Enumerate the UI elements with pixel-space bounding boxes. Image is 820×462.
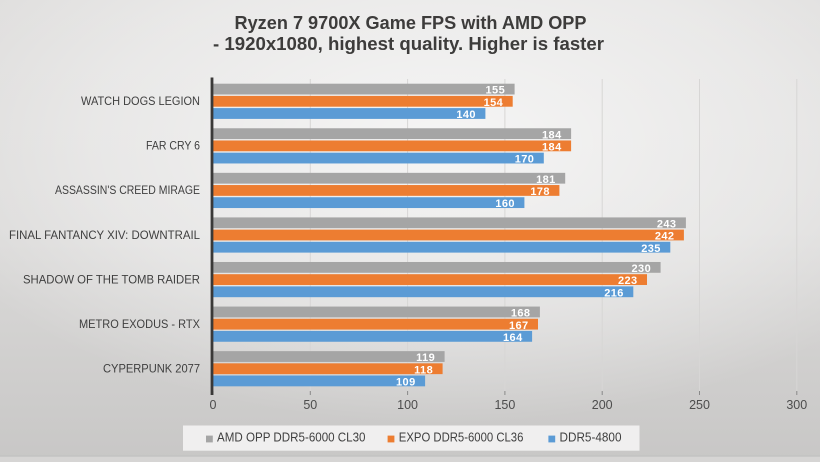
- svg-text:100: 100: [397, 398, 418, 412]
- svg-text:178: 178: [530, 186, 550, 198]
- svg-text:184: 184: [542, 129, 562, 141]
- svg-text:170: 170: [515, 154, 535, 166]
- svg-text:119: 119: [416, 352, 435, 364]
- svg-text:EXPO DDR5-6000 CL36: EXPO DDR5-6000 CL36: [399, 429, 524, 444]
- svg-text:243: 243: [657, 218, 677, 230]
- svg-text:Ryzen 7 9700X Game FPS with AM: Ryzen 7 9700X Game FPS with AMD OPP: [235, 12, 587, 33]
- svg-text:METRO EXODUS - RTX: METRO EXODUS - RTX: [79, 317, 200, 331]
- svg-text:181: 181: [536, 174, 556, 186]
- svg-text:184: 184: [542, 141, 562, 153]
- svg-text:167: 167: [509, 320, 529, 332]
- svg-text:118: 118: [414, 364, 433, 376]
- svg-text:223: 223: [618, 275, 638, 287]
- svg-text:300: 300: [786, 398, 807, 412]
- svg-text:164: 164: [503, 332, 523, 344]
- svg-text:160: 160: [495, 198, 515, 210]
- svg-text:150: 150: [494, 398, 515, 412]
- svg-text:230: 230: [632, 263, 652, 275]
- svg-text:154: 154: [484, 97, 504, 109]
- svg-text:140: 140: [456, 109, 476, 121]
- svg-text:216: 216: [604, 287, 624, 299]
- svg-text:WATCH DOGS LEGION: WATCH DOGS LEGION: [81, 94, 200, 108]
- svg-text:168: 168: [511, 308, 531, 320]
- svg-text:235: 235: [641, 243, 661, 255]
- svg-text:- 1920x1080, highest quality.: - 1920x1080, highest quality. Higher is …: [213, 33, 604, 54]
- svg-text:242: 242: [655, 231, 675, 243]
- svg-text:0: 0: [210, 398, 217, 412]
- svg-text:SHADOW OF THE TOMB RAIDER: SHADOW OF THE TOMB RAIDER: [23, 272, 200, 286]
- svg-text:DDR5-4800: DDR5-4800: [560, 429, 622, 444]
- svg-text:FINAL FANTANCY XIV: DOWNTRAIL: FINAL FANTANCY XIV: DOWNTRAIL: [9, 228, 200, 242]
- svg-text:200: 200: [592, 398, 613, 412]
- svg-text:ASSASSIN'S CREED MIRAGE: ASSASSIN'S CREED MIRAGE: [55, 183, 200, 197]
- svg-text:155: 155: [486, 85, 506, 97]
- svg-text:109: 109: [396, 377, 416, 389]
- svg-text:FAR CRY 6: FAR CRY 6: [146, 139, 200, 153]
- svg-text:50: 50: [303, 398, 317, 412]
- svg-text:AMD OPP DDR5-6000 CL30: AMD OPP DDR5-6000 CL30: [217, 429, 366, 444]
- svg-text:CYPERPUNK 2077: CYPERPUNK 2077: [103, 362, 200, 376]
- svg-text:250: 250: [689, 398, 710, 412]
